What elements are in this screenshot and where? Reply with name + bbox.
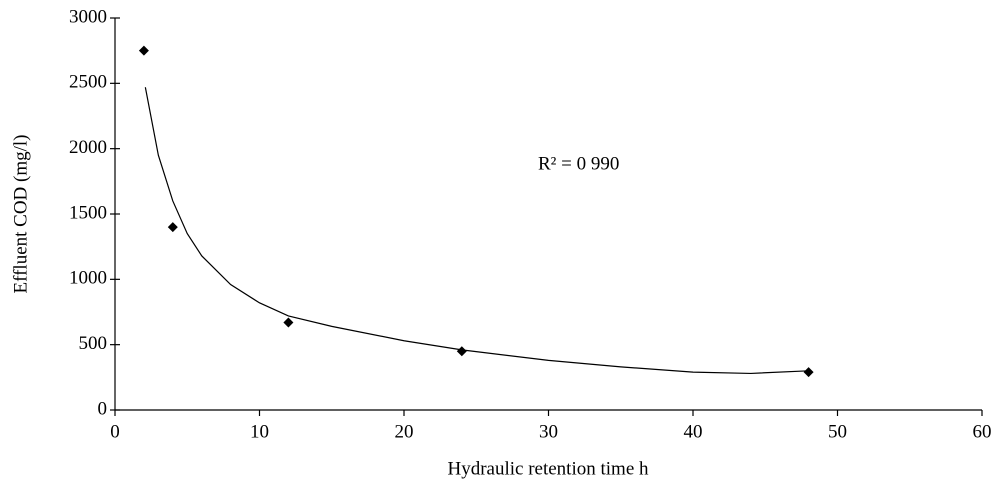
annotation: R² = 0 990	[538, 153, 619, 174]
y-tick-label: 1000	[69, 268, 107, 289]
data-point	[803, 367, 814, 378]
y-tick-label: 3000	[69, 6, 107, 27]
y-tick-label: 1500	[69, 202, 107, 223]
y-tick-label: 2500	[69, 72, 107, 93]
trend-line	[144, 87, 809, 375]
data-point	[456, 346, 467, 357]
x-tick-label: 0	[110, 421, 120, 442]
y-tick-label: 500	[79, 333, 108, 354]
x-tick-label: 30	[539, 421, 558, 442]
x-tick-label: 20	[395, 421, 414, 442]
x-tick-label: 60	[973, 421, 992, 442]
y-tick-label: 2000	[69, 137, 107, 158]
x-tick-label: 40	[684, 421, 703, 442]
x-axis-label: Hydraulic retention time h	[447, 458, 649, 479]
data-point	[138, 45, 149, 56]
data-point	[283, 317, 294, 328]
x-tick-label: 50	[828, 421, 847, 442]
data-point	[167, 222, 178, 233]
y-axis-label: Effluent COD (mg/l)	[10, 134, 31, 293]
x-tick-label: 10	[250, 421, 269, 442]
y-tick-label: 0	[98, 398, 108, 419]
